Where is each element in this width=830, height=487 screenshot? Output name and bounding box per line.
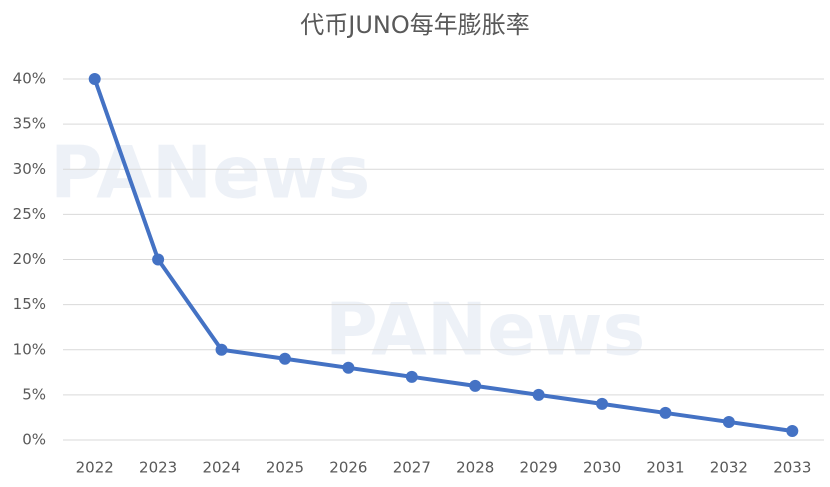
y-tick-label: 15% (13, 295, 46, 313)
point (532, 388, 545, 401)
x-tick-label: 2030 (583, 459, 621, 477)
point (342, 361, 355, 374)
point (659, 406, 672, 419)
y-tick-label: 30% (13, 160, 46, 178)
y-tick-label: 0% (22, 431, 46, 449)
y-tick-label: 10% (13, 340, 46, 358)
point (596, 397, 609, 410)
x-tick-label: 2028 (456, 459, 494, 477)
point (215, 343, 228, 356)
y-tick-label: 25% (13, 205, 46, 223)
x-tick-label: 2024 (202, 459, 240, 477)
series-line (92, 78, 793, 433)
point (405, 370, 418, 383)
x-tick-label: 2027 (393, 459, 431, 477)
y-tick-label: 40% (13, 70, 46, 88)
y-tick-label: 35% (13, 115, 46, 133)
x-tick-label: 2022 (76, 459, 114, 477)
point (152, 253, 165, 266)
point (278, 352, 291, 365)
x-tick-label: 2033 (773, 459, 811, 477)
x-tick-label: 2032 (710, 459, 748, 477)
x-tick-label: 2026 (329, 459, 367, 477)
watermark: PANews (50, 131, 370, 215)
x-tick-label: 2025 (266, 459, 304, 477)
x-tick-label: 2029 (520, 459, 558, 477)
point (469, 379, 482, 392)
point (88, 73, 101, 85)
watermark: PANews (325, 288, 645, 372)
point (786, 424, 799, 437)
x-tick-label: 2031 (646, 459, 684, 477)
y-tick-label: 5% (22, 385, 46, 403)
x-tick-label: 2023 (139, 459, 177, 477)
chart-title: 代币JUNO每年膨胀率 (300, 11, 530, 39)
y-tick-label: 20% (13, 250, 46, 268)
point (722, 415, 735, 428)
